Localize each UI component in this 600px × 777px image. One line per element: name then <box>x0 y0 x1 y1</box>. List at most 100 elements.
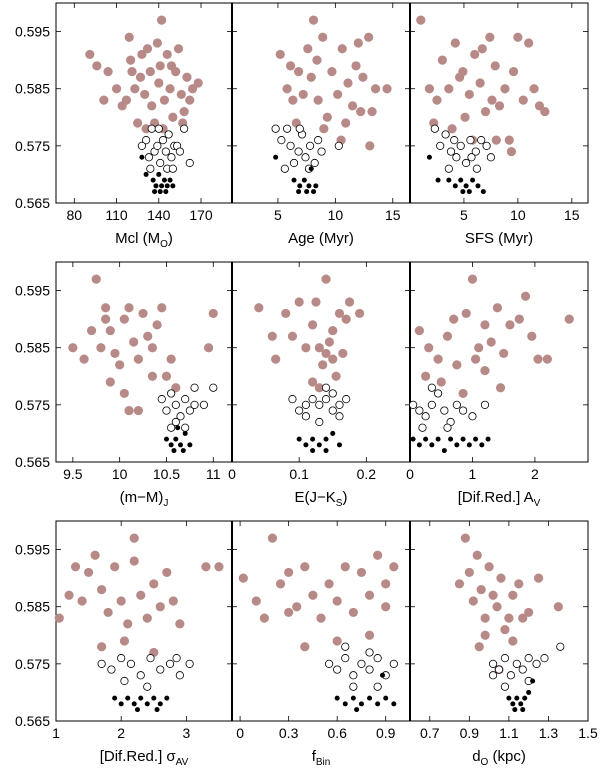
point-black <box>296 189 302 195</box>
point-open <box>494 665 504 674</box>
point-pink <box>119 636 130 646</box>
point-open <box>472 164 481 173</box>
point-pink <box>129 556 139 566</box>
point-pink <box>129 337 139 347</box>
point-pink <box>348 607 358 618</box>
point-pink <box>133 118 143 128</box>
point-pink <box>135 72 146 82</box>
point-open <box>333 665 342 674</box>
point-open <box>146 654 155 663</box>
x-tick-label: 110 <box>105 207 128 223</box>
point-pink <box>121 95 131 105</box>
point-pink <box>173 44 184 54</box>
point-pink <box>77 596 87 606</box>
point-pink <box>147 371 158 381</box>
point-open <box>301 412 310 421</box>
point-pink <box>480 630 490 640</box>
point-open <box>444 164 453 173</box>
point-black <box>150 177 156 183</box>
point-black <box>131 701 137 707</box>
y-tick-label: 0.595 <box>15 283 50 299</box>
point-pink <box>168 112 178 122</box>
point-open <box>373 654 382 663</box>
point-black <box>139 154 145 160</box>
x-tick-label: 0.6 <box>327 725 347 741</box>
point-black <box>161 177 167 183</box>
point-black <box>518 701 524 707</box>
point-open <box>500 654 510 663</box>
point-pink <box>281 308 291 319</box>
point-pink <box>514 314 524 324</box>
point-open <box>441 130 450 139</box>
point-pink <box>381 579 391 589</box>
point-open <box>175 147 185 156</box>
point-pink <box>351 61 361 71</box>
point-black <box>460 436 466 442</box>
point-black <box>152 189 158 195</box>
point-pink <box>321 274 331 284</box>
point-pink <box>166 354 176 364</box>
point-pink <box>553 602 563 612</box>
point-open <box>488 659 498 668</box>
point-pink <box>176 89 186 100</box>
point-pink <box>365 141 375 151</box>
point-open <box>301 400 310 409</box>
point-open <box>157 395 166 404</box>
point-pink <box>149 579 159 589</box>
point-open <box>172 654 181 663</box>
point-pink <box>480 613 490 623</box>
point-pink <box>162 567 172 578</box>
point-black <box>426 154 432 160</box>
point-pink <box>467 274 478 284</box>
point-black <box>342 701 348 707</box>
point-open <box>349 671 358 680</box>
point-pink <box>314 383 324 393</box>
point-pink <box>416 15 426 25</box>
point-black <box>112 695 118 701</box>
point-open <box>341 642 350 651</box>
x-tick-label: 2 <box>117 725 125 741</box>
point-black <box>485 436 491 442</box>
x-tick-label: 9.5 <box>63 466 83 482</box>
point-open <box>482 141 491 150</box>
point-open <box>314 136 323 145</box>
point-open <box>373 682 382 691</box>
point-black <box>164 695 170 701</box>
point-pink <box>472 550 482 560</box>
point-open <box>209 383 218 392</box>
point-pink <box>300 642 310 652</box>
point-open <box>421 412 430 421</box>
point-open <box>477 136 486 145</box>
point-black <box>163 189 169 195</box>
x-tick-label: 0.1 <box>289 466 309 482</box>
point-black <box>526 689 532 695</box>
point-pink <box>508 636 518 646</box>
point-pink <box>115 360 125 370</box>
x-axis-label: fBin <box>312 748 331 768</box>
x-tick-label: 15 <box>385 207 401 223</box>
point-open <box>315 417 324 427</box>
point-pink <box>130 84 140 94</box>
point-pink <box>259 613 269 623</box>
point-pink <box>334 308 345 319</box>
point-black <box>358 701 364 707</box>
point-black <box>383 695 389 701</box>
point-pink <box>450 38 460 48</box>
point-pink <box>564 314 574 324</box>
point-open <box>158 136 168 145</box>
x-tick-label: 10 <box>510 207 526 223</box>
point-black <box>323 448 329 454</box>
point-black <box>454 442 460 448</box>
point-black <box>156 171 162 177</box>
point-open <box>305 141 315 150</box>
point-open <box>164 130 173 139</box>
point-open <box>171 417 180 427</box>
point-pink <box>327 66 337 77</box>
point-pink <box>68 343 78 353</box>
point-pink <box>145 66 155 77</box>
point-pink <box>341 314 351 324</box>
point-pink <box>355 308 365 319</box>
point-open <box>167 153 176 162</box>
point-pink <box>316 613 326 623</box>
